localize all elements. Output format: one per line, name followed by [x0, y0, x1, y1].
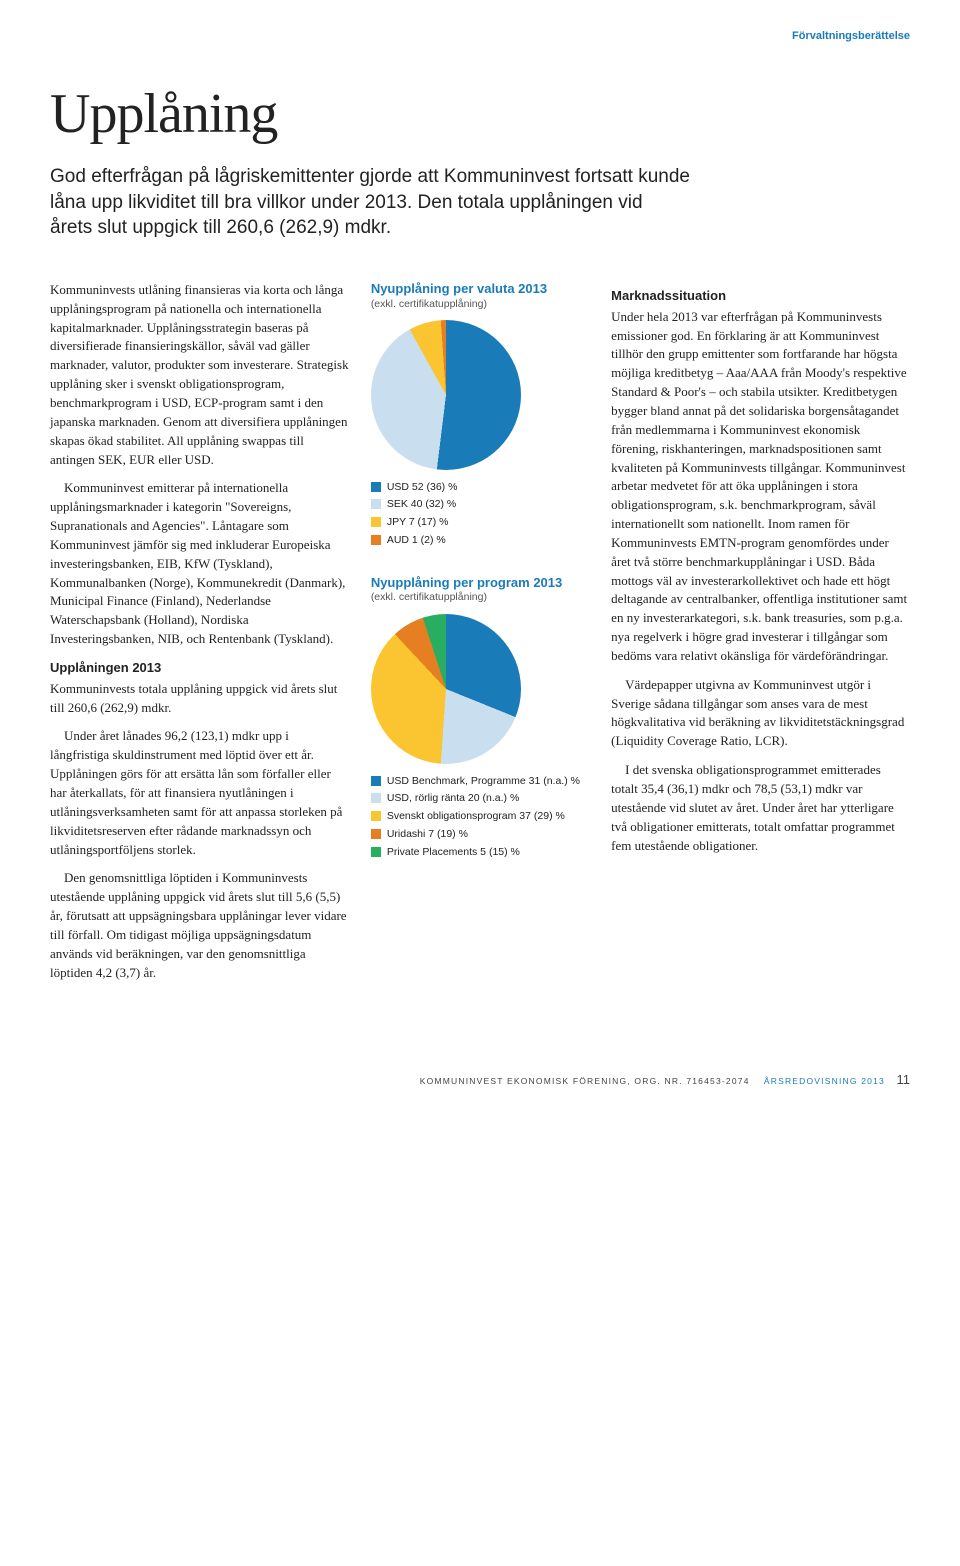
legend-item: USD, rörlig ränta 20 (n.a.) %: [371, 791, 589, 807]
footer-org: KOMMUNINVEST EKONOMISK FÖRENING, ORG. NR…: [420, 1076, 750, 1086]
legend-swatch-icon: [371, 793, 381, 803]
legend-item: USD 52 (36) %: [371, 480, 589, 496]
legend-swatch-icon: [371, 811, 381, 821]
legend-label: AUD 1 (2) %: [387, 533, 446, 549]
page-footer: KOMMUNINVEST EKONOMISK FÖRENING, ORG. NR…: [50, 1072, 910, 1087]
subheading: Upplåningen 2013: [50, 659, 349, 678]
body-text: Under året lånades 96,2 (123,1) mdkr upp…: [50, 727, 349, 859]
legend-item: JPY 7 (17) %: [371, 515, 589, 531]
chart-legend: USD Benchmark, Programme 31 (n.a.) %USD,…: [371, 774, 589, 861]
chart-subtitle: (exkl. certifikatupplåning): [371, 297, 589, 312]
legend-label: USD Benchmark, Programme 31 (n.a.) %: [387, 774, 580, 790]
legend-item: AUD 1 (2) %: [371, 533, 589, 549]
legend-label: SEK 40 (32) %: [387, 497, 456, 513]
legend-swatch-icon: [371, 829, 381, 839]
charts-column: Nyupplåning per valuta 2013 (exkl. certi…: [371, 281, 589, 993]
body-text: Under hela 2013 var efterfrågan på Kommu…: [611, 308, 910, 666]
legend-label: Uridashi 7 (19) %: [387, 827, 468, 843]
legend-swatch-icon: [371, 482, 381, 492]
chart-subtitle: (exkl. certifikatupplåning): [371, 590, 589, 605]
chart-title: Nyupplåning per valuta 2013: [371, 281, 589, 297]
chart-program: Nyupplåning per program 2013 (exkl. cert…: [371, 575, 589, 861]
lead-paragraph: God efterfrågan på lågriskemittenter gjo…: [50, 164, 690, 241]
legend-swatch-icon: [371, 776, 381, 786]
right-column: Marknadssituation Under hela 2013 var ef…: [611, 281, 910, 993]
legend-label: USD 52 (36) %: [387, 480, 458, 496]
pie-chart-icon: [371, 320, 521, 470]
legend-label: JPY 7 (17) %: [387, 515, 449, 531]
body-text: Kommuninvests totala upplåning uppgick v…: [50, 680, 349, 718]
legend-label: Svenskt obligationsprogram 37 (29) %: [387, 809, 565, 825]
legend-swatch-icon: [371, 499, 381, 509]
chart-legend: USD 52 (36) %SEK 40 (32) % JPY 7 (17) % AU…: [371, 480, 589, 549]
left-column: Kommuninvests utlåning finansieras via k…: [50, 281, 349, 993]
body-text: Kommuninvest emitterar på internationell…: [50, 479, 349, 649]
legend-swatch-icon: [371, 535, 381, 545]
chart-title: Nyupplåning per program 2013: [371, 575, 589, 591]
legend-item: SEK 40 (32) %: [371, 497, 589, 513]
content-columns: Kommuninvests utlåning finansieras via k…: [50, 281, 910, 993]
legend-swatch-icon: [371, 847, 381, 857]
body-text: Den genomsnittliga löptiden i Kommuninve…: [50, 869, 349, 982]
body-text: I det svenska obligationsprogrammet emit…: [611, 761, 910, 855]
section-header: Förvaltningsberättelse: [50, 30, 910, 42]
body-text: Värdepapper utgivna av Kommuninvest utgö…: [611, 676, 910, 751]
legend-item: Private Placements 5 (15) %: [371, 845, 589, 861]
legend-item: Uridashi 7 (19) %: [371, 827, 589, 843]
legend-item: Svenskt obligationsprogram 37 (29) %: [371, 809, 589, 825]
chart-currency: Nyupplåning per valuta 2013 (exkl. certi…: [371, 281, 589, 549]
page-number: 11: [897, 1072, 911, 1087]
pie-chart-icon: [371, 614, 521, 764]
legend-item: USD Benchmark, Programme 31 (n.a.) %: [371, 774, 589, 790]
legend-label: USD, rörlig ränta 20 (n.a.) %: [387, 791, 519, 807]
legend-swatch-icon: [371, 517, 381, 527]
body-text: Kommuninvests utlåning finansieras via k…: [50, 281, 349, 469]
page-title: Upplåning: [50, 82, 910, 146]
footer-year: ÅRSREDOVISNING 2013: [764, 1076, 885, 1086]
subheading: Marknadssituation: [611, 287, 910, 306]
legend-label: Private Placements 5 (15) %: [387, 845, 520, 861]
